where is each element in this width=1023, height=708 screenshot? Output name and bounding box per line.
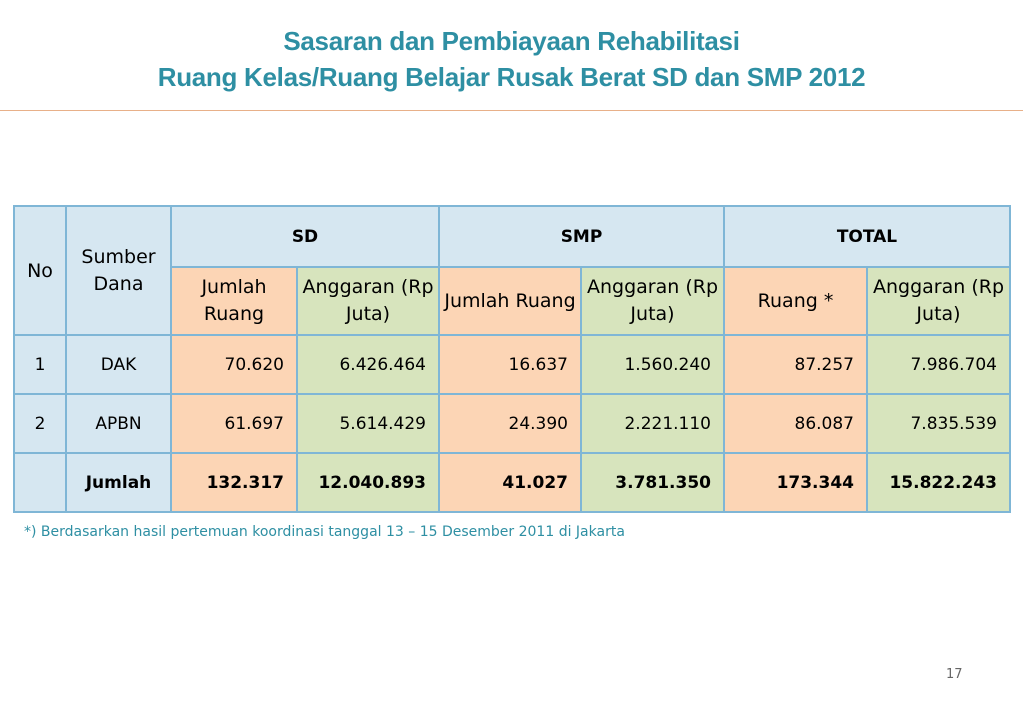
cell-sd-anggaran: 6.426.464 <box>296 334 440 395</box>
cell-smp-jumlah: 16.637 <box>438 334 582 395</box>
subheader-smp-anggaran: Anggaran (Rp Juta) <box>580 266 725 336</box>
cell-total-ruang: 173.344 <box>723 452 868 513</box>
cell-no <box>13 452 67 513</box>
cell-sumber: APBN <box>65 393 172 454</box>
cell-smp-jumlah: 24.390 <box>438 393 582 454</box>
cell-sd-jumlah: 61.697 <box>170 393 298 454</box>
title-divider <box>0 110 1023 111</box>
cell-total-ruang: 86.087 <box>723 393 868 454</box>
cell-sd-jumlah: 70.620 <box>170 334 298 395</box>
cell-smp-anggaran: 2.221.110 <box>580 393 725 454</box>
footnote: *) Berdasarkan hasil pertemuan koordinas… <box>24 524 625 540</box>
slide-title-line1: Sasaran dan Pembiayaan Rehabilitasi <box>283 26 740 56</box>
cell-no: 2 <box>13 393 67 454</box>
subheader-total-ruang: Ruang * <box>723 266 868 336</box>
subheader-smp-jumlah: Jumlah Ruang <box>438 266 582 336</box>
cell-sd-anggaran: 5.614.429 <box>296 393 440 454</box>
header-no: No <box>13 205 67 336</box>
table-row-total: Jumlah 132.317 12.040.893 41.027 3.781.3… <box>13 452 1011 513</box>
header-sumber-dana: Sumber Dana <box>65 205 172 336</box>
subheader-sd-jumlah: Jumlah Ruang <box>170 266 298 336</box>
header-smp: SMP <box>438 205 725 268</box>
subheader-total-anggaran: Anggaran (Rp Juta) <box>866 266 1011 336</box>
cell-total-anggaran: 7.835.539 <box>866 393 1011 454</box>
cell-total-anggaran: 7.986.704 <box>866 334 1011 395</box>
cell-sd-anggaran: 12.040.893 <box>296 452 440 513</box>
cell-smp-jumlah: 41.027 <box>438 452 582 513</box>
cell-smp-anggaran: 1.560.240 <box>580 334 725 395</box>
cell-total-anggaran: 15.822.243 <box>866 452 1011 513</box>
cell-sumber: Jumlah <box>65 452 172 513</box>
header-sd: SD <box>170 205 440 268</box>
table-row: 1 DAK 70.620 6.426.464 16.637 1.560.240 … <box>13 334 1011 395</box>
table-row: 2 APBN 61.697 5.614.429 24.390 2.221.110… <box>13 393 1011 454</box>
header-total: TOTAL <box>723 205 1011 268</box>
cell-sumber: DAK <box>65 334 172 395</box>
cell-no: 1 <box>13 334 67 395</box>
cell-total-ruang: 87.257 <box>723 334 868 395</box>
cell-sd-jumlah: 132.317 <box>170 452 298 513</box>
page-number: 17 <box>946 667 963 682</box>
slide-title-line2: Ruang Kelas/Ruang Belajar Rusak Berat SD… <box>157 62 866 92</box>
cell-smp-anggaran: 3.781.350 <box>580 452 725 513</box>
subheader-sd-anggaran: Anggaran (Rp Juta) <box>296 266 440 336</box>
rehab-table: No Sumber Dana SD SMP TOTAL Jumlah Ruang… <box>13 205 1011 513</box>
